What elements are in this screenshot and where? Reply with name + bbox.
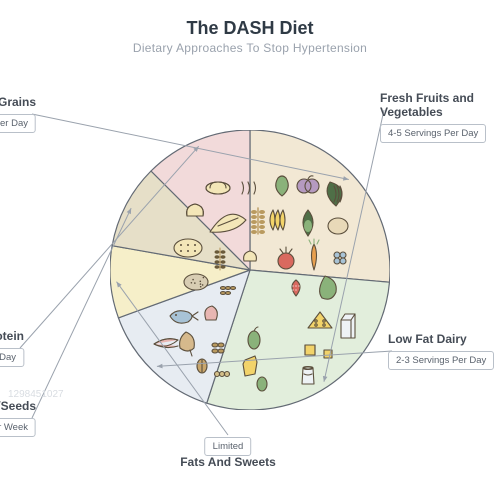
pie-chart <box>110 130 390 410</box>
label-name: Low Fat Dairy <box>388 333 494 347</box>
label-servings: 6 or Less Servings Per Day <box>0 348 24 367</box>
label-fats: LimitedFats And Sweets <box>180 437 276 474</box>
label-servings: Limited <box>205 437 252 456</box>
label-legumes: Legumes/Nuts/Seeds 4-5 Servings Per Week <box>0 400 36 437</box>
label-name: Fresh Fruits and Vegetables <box>380 92 500 120</box>
label-servings: 6-8 Servings Per Day <box>0 114 36 133</box>
label-protein: Lean Protein 6 or Less Servings Per Day <box>0 330 24 367</box>
label-grains: Grains 6-8 Servings Per Day <box>0 96 36 133</box>
watermark: 1298451027 <box>8 389 64 400</box>
label-produce: Fresh Fruits and Vegetables 4-5 Servings … <box>380 92 500 143</box>
label-name: Fats And Sweets <box>180 456 276 470</box>
slice-grains <box>250 130 390 282</box>
page-title: The DASH Diet <box>0 18 500 39</box>
label-servings: 4-5 Servings Per Week <box>0 418 36 437</box>
label-servings: 2-3 Servings Per Day <box>388 351 494 370</box>
label-name: Grains <box>0 96 36 110</box>
label-name: Lean Protein <box>0 330 24 344</box>
label-servings: 4-5 Servings Per Day <box>380 124 486 143</box>
label-name: Legumes/Nuts/Seeds <box>0 400 36 414</box>
page-subtitle: Dietary Approaches To Stop Hypertension <box>0 41 500 55</box>
label-dairy: Low Fat Dairy 2-3 Servings Per Day <box>388 333 494 370</box>
header: The DASH Diet Dietary Approaches To Stop… <box>0 0 500 55</box>
